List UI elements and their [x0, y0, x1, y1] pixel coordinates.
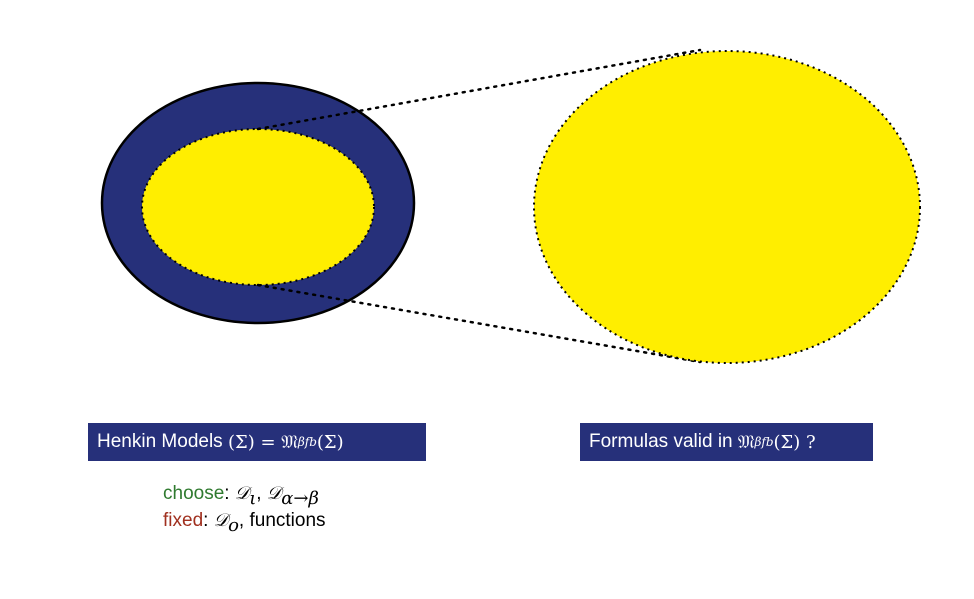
formulas-valid-sub: βfb: [754, 435, 773, 449]
henkin-models-math: 𝔋(Σ) = 𝔐: [228, 432, 298, 453]
choose-math-b: 𝒟: [267, 483, 281, 504]
formulas-valid-suffix: (Σ) ?: [774, 432, 816, 453]
fixed-math: 𝒟: [214, 510, 228, 531]
formulas-valid-prefix: Formulas valid in: [589, 431, 733, 453]
fixed-sub: o: [228, 515, 239, 536]
choose-sub-b: α→β: [281, 488, 319, 509]
choose-comma: ,: [256, 483, 267, 504]
magnified-ellipse: [534, 51, 920, 363]
henkin-models-sub: βfb: [298, 435, 317, 449]
domain-notes: choose: 𝒟ι, 𝒟α→β fixed: 𝒟o, functions: [163, 483, 326, 537]
choose-word: choose: [163, 483, 224, 504]
henkin-models-label: Henkin Models 𝔋(Σ) = 𝔐βfb (Σ): [88, 423, 426, 461]
formulas-valid-label: Formulas valid in 𝔐βfb (Σ) ?: [580, 423, 873, 461]
fixed-line: fixed: 𝒟o, functions: [163, 510, 326, 537]
fixed-rest: , functions: [239, 510, 326, 531]
inner-subset-ellipse: [142, 129, 374, 285]
fixed-word: fixed: [163, 510, 203, 531]
henkin-models-suffix: (Σ): [317, 432, 344, 453]
choose-line: choose: 𝒟ι, 𝒟α→β: [163, 483, 326, 510]
choose-sep: :: [224, 483, 235, 504]
henkin-models-prefix: Henkin Models: [97, 431, 223, 453]
formulas-valid-math: 𝔐: [738, 432, 755, 453]
fixed-sep: :: [203, 510, 214, 531]
choose-math-a: 𝒟: [235, 483, 249, 504]
